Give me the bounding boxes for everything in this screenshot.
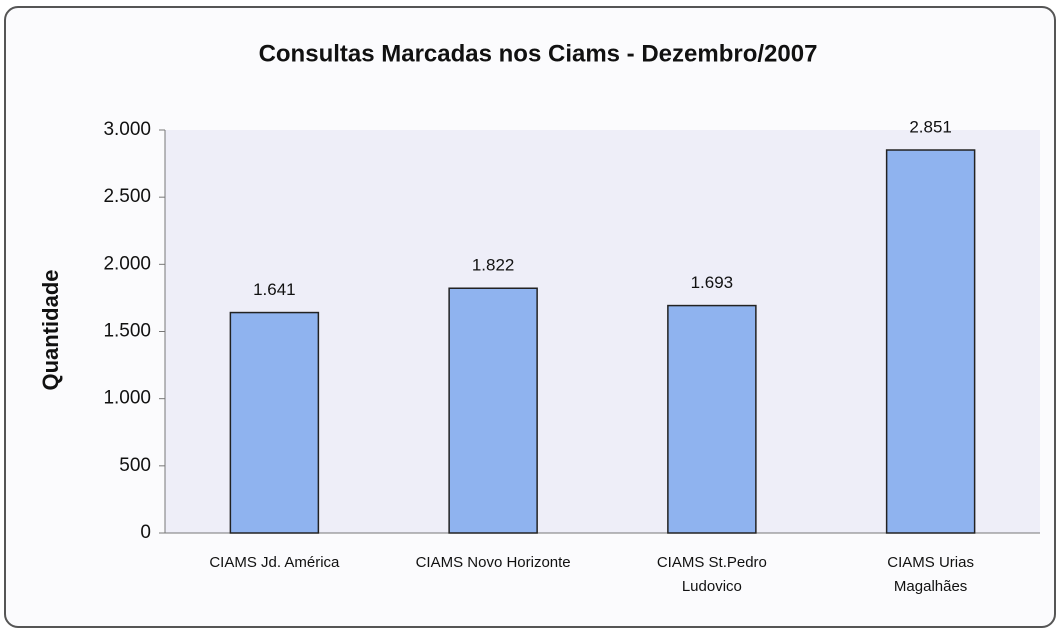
- y-tick-label: 1.500: [103, 321, 151, 342]
- y-tick-label: 1.000: [103, 388, 151, 409]
- y-tick-label: 2.500: [103, 186, 151, 207]
- y-axis-label: Quantidade: [38, 269, 63, 390]
- y-tick-label: 3.000: [103, 119, 151, 140]
- bar: [885, 149, 976, 534]
- bar: [229, 311, 320, 534]
- value-label: 2.851: [909, 118, 952, 137]
- y-tick-label: 2.000: [103, 253, 151, 274]
- bar: [448, 287, 538, 534]
- y-tick-label: 500: [119, 455, 151, 476]
- y-tick-label: 0: [140, 522, 151, 543]
- x-tick-label: CIAMS Novo Horizonte: [415, 554, 571, 571]
- value-label: 1.822: [472, 256, 515, 275]
- bar: [667, 304, 757, 534]
- x-tick-label: CIAMS Urias Magalhães: [887, 554, 974, 595]
- chart-title: Consultas Marcadas nos Ciams - Dezembro/…: [259, 40, 818, 67]
- value-label: 1.693: [691, 273, 734, 292]
- x-tick-label: CIAMS St.Pedro Ludovico: [656, 554, 767, 595]
- value-label: 1.641: [253, 280, 296, 299]
- x-tick-label: CIAMS Jd. América: [209, 554, 340, 571]
